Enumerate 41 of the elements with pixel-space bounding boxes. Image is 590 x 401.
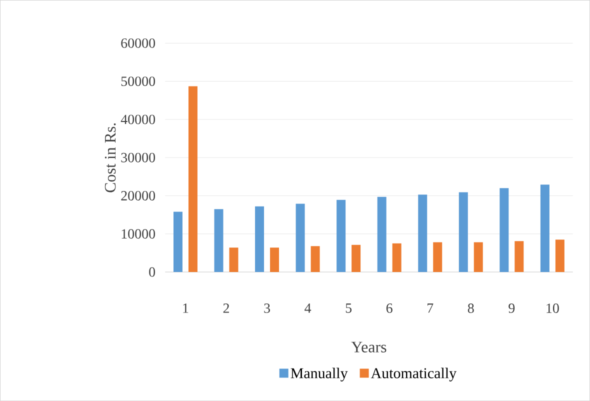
bar <box>255 206 264 272</box>
y-tick-label: 20000 <box>121 190 156 200</box>
bar <box>500 188 509 272</box>
legend-label: Manually <box>290 368 348 382</box>
bar <box>418 194 428 272</box>
x-tick-label: 7 <box>428 303 434 313</box>
bar <box>474 242 483 272</box>
bar <box>296 204 305 272</box>
bar <box>270 248 280 272</box>
bar <box>540 184 550 272</box>
bar <box>229 248 238 272</box>
bar <box>377 196 386 272</box>
x-tick-label: 4 <box>304 303 312 313</box>
x-tick-label: 8 <box>468 303 474 313</box>
legend-label: Automatically <box>370 368 456 382</box>
bar <box>310 246 320 272</box>
x-tick-label: 9 <box>508 303 515 313</box>
bar <box>352 244 361 272</box>
y-axis-title: Cost in Rs. <box>104 123 116 192</box>
y-tick-label: 40000 <box>120 114 156 124</box>
bar <box>336 200 346 272</box>
bar <box>433 242 442 272</box>
x-tick-label: 2 <box>223 303 229 313</box>
x-axis-title: Years <box>351 342 386 352</box>
bar <box>188 86 198 272</box>
x-tick-label: 5 <box>346 303 352 313</box>
y-tick-label: 30000 <box>121 152 156 162</box>
bar <box>458 192 468 272</box>
bar <box>555 240 564 272</box>
x-tick-label: 10 <box>546 303 559 313</box>
y-tick-label: 60000 <box>121 38 156 48</box>
x-tick-label: 1 <box>183 303 188 313</box>
y-tick-label: 10000 <box>122 229 156 239</box>
y-tick-label: 0 <box>149 267 156 277</box>
bar <box>392 243 402 272</box>
bar <box>214 209 224 272</box>
y-tick-label: 50000 <box>121 76 156 86</box>
bar <box>173 212 182 272</box>
x-tick-label: 6 <box>386 303 392 313</box>
bar <box>514 241 524 272</box>
x-tick-label: 3 <box>264 303 270 313</box>
